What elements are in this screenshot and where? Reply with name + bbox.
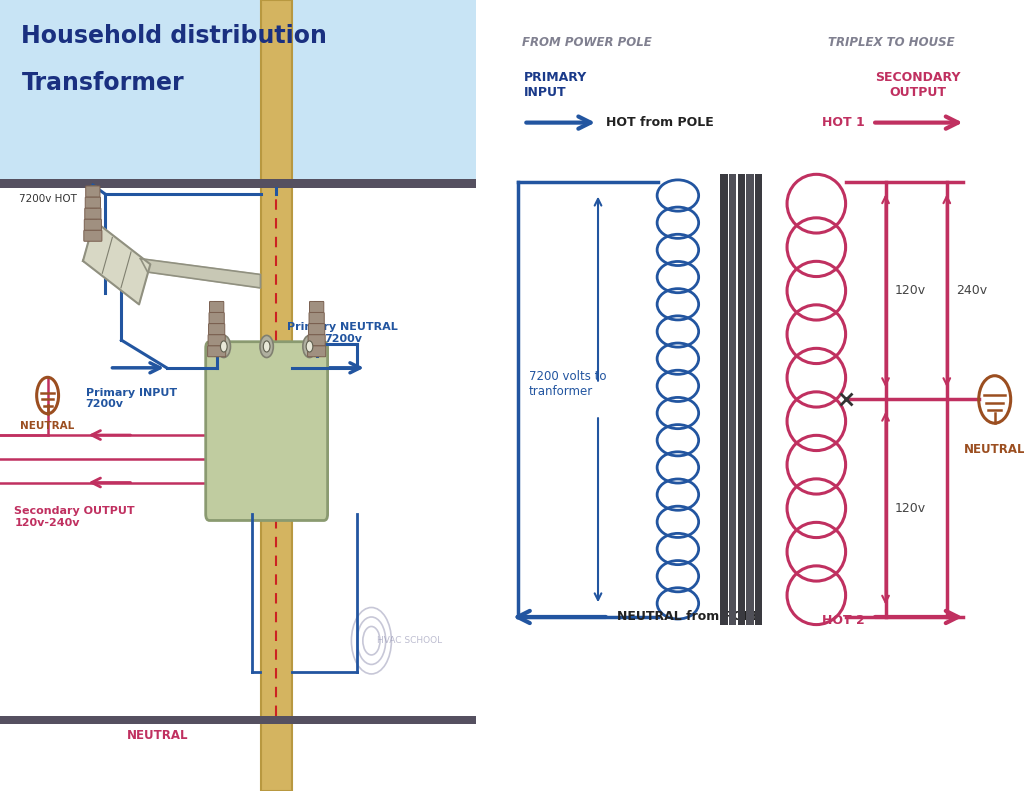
FancyBboxPatch shape (308, 335, 326, 346)
Text: HOT 2: HOT 2 (821, 615, 864, 627)
FancyBboxPatch shape (214, 301, 219, 356)
FancyBboxPatch shape (261, 0, 292, 791)
FancyBboxPatch shape (746, 174, 754, 625)
Polygon shape (140, 259, 260, 288)
Text: TRIPLEX TO HOUSE: TRIPLEX TO HOUSE (827, 36, 954, 48)
Text: Primary INPUT
7200v: Primary INPUT 7200v (86, 388, 177, 409)
FancyBboxPatch shape (0, 179, 476, 188)
Text: PRIMARY
INPUT: PRIMARY INPUT (523, 71, 587, 99)
FancyBboxPatch shape (85, 208, 101, 219)
FancyBboxPatch shape (208, 335, 225, 346)
FancyBboxPatch shape (729, 174, 736, 625)
FancyBboxPatch shape (206, 342, 328, 520)
Text: NEUTRAL: NEUTRAL (126, 729, 187, 742)
Text: FROM POWER POLE: FROM POWER POLE (522, 36, 652, 48)
FancyBboxPatch shape (0, 0, 476, 182)
Circle shape (217, 335, 230, 358)
FancyBboxPatch shape (85, 197, 100, 208)
Text: Secondary OUTPUT
120v-240v: Secondary OUTPUT 120v-240v (14, 506, 135, 528)
Text: Transformer: Transformer (22, 71, 184, 95)
Text: 240v: 240v (956, 284, 987, 297)
FancyBboxPatch shape (309, 312, 325, 324)
Text: HOT from POLE: HOT from POLE (606, 116, 714, 129)
FancyBboxPatch shape (0, 716, 476, 724)
Text: 120v: 120v (895, 501, 927, 515)
Text: NEUTRAL: NEUTRAL (964, 443, 1024, 456)
FancyBboxPatch shape (737, 174, 745, 625)
FancyBboxPatch shape (313, 301, 319, 356)
Text: 7200 volts to
tranformer: 7200 volts to tranformer (528, 369, 606, 398)
Circle shape (263, 341, 270, 352)
Text: SECONDARY
OUTPUT: SECONDARY OUTPUT (874, 71, 961, 99)
Text: 120v: 120v (895, 284, 927, 297)
Text: NEUTRAL from POLE: NEUTRAL from POLE (616, 611, 760, 623)
FancyBboxPatch shape (308, 324, 325, 335)
Text: HVAC SCHOOL: HVAC SCHOOL (377, 636, 442, 645)
Text: HOT 1: HOT 1 (821, 116, 864, 129)
Text: Primary NEUTRAL
7200v: Primary NEUTRAL 7200v (288, 323, 398, 344)
Text: NEUTRAL: NEUTRAL (20, 421, 75, 431)
FancyBboxPatch shape (307, 346, 326, 357)
FancyBboxPatch shape (209, 324, 224, 335)
FancyBboxPatch shape (90, 185, 95, 240)
FancyBboxPatch shape (84, 230, 102, 241)
FancyBboxPatch shape (721, 174, 728, 625)
Circle shape (220, 341, 227, 352)
FancyBboxPatch shape (208, 346, 225, 357)
FancyBboxPatch shape (210, 301, 224, 312)
Text: Household distribution: Household distribution (22, 24, 328, 47)
Circle shape (303, 335, 316, 358)
Polygon shape (83, 221, 151, 305)
FancyBboxPatch shape (755, 174, 762, 625)
Circle shape (260, 335, 273, 358)
FancyBboxPatch shape (84, 219, 101, 230)
FancyBboxPatch shape (309, 301, 324, 312)
Circle shape (306, 341, 313, 352)
Text: 7200v HOT: 7200v HOT (19, 194, 77, 204)
FancyBboxPatch shape (209, 312, 224, 324)
FancyBboxPatch shape (86, 186, 100, 197)
